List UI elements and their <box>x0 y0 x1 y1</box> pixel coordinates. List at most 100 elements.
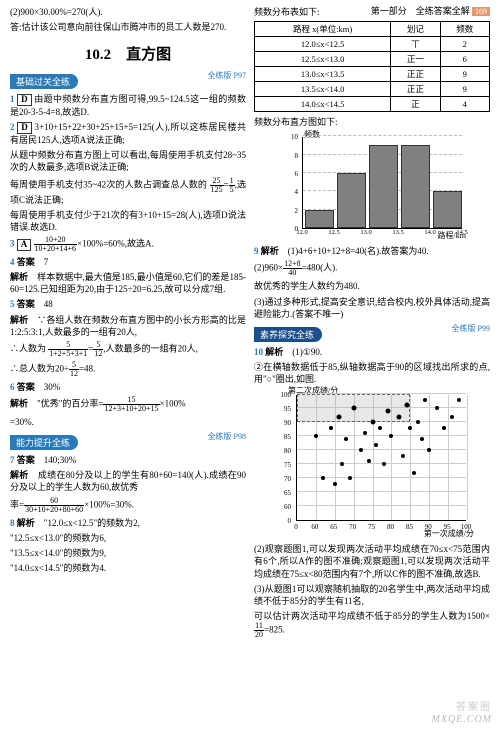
hist-xtick: 12.0 <box>296 229 307 236</box>
q2-l3: 每周使用手机支付35~42次的人数占调查总人数的 25125=15,选项C说法正… <box>10 177 246 206</box>
hist-xtick: 14.0 <box>424 229 435 236</box>
scatter-plot: 第二次成绩/分 06065707580859095100 06065707580… <box>272 389 472 539</box>
page-number: 169 <box>472 7 490 16</box>
q6-ans: 30% <box>44 382 61 392</box>
table-row: 12.5≤x<13.0正一6 <box>255 52 490 67</box>
scatter-ytick: 80 <box>284 447 291 455</box>
q5-exp2: ∴人数为 51+2+5+3+1=512,人数最多的一组有20人, <box>10 341 246 358</box>
pageref-c: 全练版 P99 <box>452 323 490 334</box>
pageref-a: 全练版 P97 <box>208 70 246 81</box>
q4: 4 答案 7 <box>10 256 246 268</box>
scatter-xtick: 75 <box>368 523 375 531</box>
q7-ans: 140;30% <box>44 455 77 465</box>
intro-line2: 答:估计该公司意向前往保山市腾冲市的员工人数是270. <box>10 21 246 33</box>
scatter-point <box>374 443 378 447</box>
q7: 7 答案 140;30% <box>10 454 246 466</box>
q6-exp: 解析 "优秀"的百分率=1512+3+10+20+15×100% <box>10 396 246 413</box>
pageref-b: 全练版 P98 <box>208 431 246 442</box>
q5-exp1: 解析 ∵各组人数在频数分布直方图中的小长方形高的比是1:2:5:3:1,人数最多… <box>10 314 246 338</box>
scatter-ytick: 70 <box>284 475 291 483</box>
scatter-ytick: 85 <box>284 433 291 441</box>
scatter-point <box>348 476 352 480</box>
scatter-point <box>427 448 431 452</box>
table-header: 路程 x(单位:km) <box>255 22 391 37</box>
scatter-point <box>420 437 424 441</box>
watermark-text: 答案圈 <box>456 698 492 713</box>
hist-xtick: 13.0 <box>360 229 371 236</box>
table-header: 划记 <box>391 22 440 37</box>
q4-ans: 7 <box>44 257 49 267</box>
scatter-xtick: 60 <box>311 523 318 531</box>
scatter-point <box>333 482 337 486</box>
intro-line1: (2)900×30.00%=270(人). <box>10 6 246 18</box>
scatter-point <box>321 476 325 480</box>
scatter-point <box>435 406 439 410</box>
q8: 8 解析 "12.0≤x<12.5"的频数为2, <box>10 517 246 529</box>
q5: 5 答案 48 <box>10 298 246 310</box>
scatter-point <box>329 426 333 430</box>
scatter-point <box>450 415 454 419</box>
right-column: 频数分布表如下: 路程 x(单位:km)划记频数 12.0≤x<12.5丅212… <box>250 4 494 729</box>
q10-p3: 可以估计两次活动平均成绩不低于85分的学生人数为1500×1120=825. <box>254 610 490 639</box>
q3-num: 3 <box>10 239 15 249</box>
q2-l4: 每周使用手机支付少于21次的有3+10+15=28(人),选项D说法错误.故选D… <box>10 209 246 233</box>
scatter-xtitle: 第一次成绩/分 <box>424 528 474 539</box>
q10: 10 解析 (1)①90. <box>254 346 490 358</box>
q7-num: 7 <box>10 455 15 465</box>
scatter-circled-point <box>370 420 375 425</box>
scatter-point <box>367 459 371 463</box>
scatter-point <box>457 398 461 402</box>
scatter-circled-point <box>397 414 402 419</box>
scatter-circled-point <box>404 403 409 408</box>
table-row: 14.0≤x<14.5正4 <box>255 97 490 112</box>
hist-ytick: 6 <box>295 170 299 178</box>
q2-l1: 3+10+15+22+30+25+15+5=125(人),所以这栋居民楼共有居民… <box>10 122 246 145</box>
hist-xlabel: 路程/km <box>438 230 466 241</box>
scatter-point <box>359 448 363 452</box>
hist-xtick: 12.5 <box>328 229 339 236</box>
q5-ans: 48 <box>44 299 53 309</box>
hist-ytick: 4 <box>295 188 299 196</box>
histogram: 频数 0246810 12.012.513.013.514.014.5 路程/k… <box>282 131 462 241</box>
tag-basic: 基础过关全练 <box>10 74 78 89</box>
scatter-point <box>408 426 412 430</box>
scatter-ytick: 90 <box>284 419 291 427</box>
scatter-xtick: 0 <box>294 523 298 531</box>
watermark-url: MXQE.COM <box>432 714 493 725</box>
hist-ytick: 2 <box>295 207 299 215</box>
scatter-ytick: 60 <box>284 503 291 511</box>
q10-l2: ②在横轴数据低于85,纵轴数据高于90的区域找出所求的点,用"○"圈出,如图. <box>254 361 490 385</box>
tag-explore: 素养探究全练 <box>254 327 322 342</box>
q3: 3 A 10+2010+20+14+6×100%=60%,故选A. <box>10 236 246 253</box>
q6-num: 6 <box>10 382 15 392</box>
hist-ytick: 8 <box>295 152 299 160</box>
q2-num: 2 <box>10 122 15 132</box>
q2-l2: 从题中频数分布直方图上可以看出,每周使用手机支付28~35次的人数最多,选项B说… <box>10 149 246 173</box>
scatter-xtick: 70 <box>349 523 356 531</box>
q9: 9 解析 (1)4+6+10+12+8=40(名).故答案为40. <box>254 245 490 257</box>
q5-exp3: ∴总人数为20÷512=48. <box>10 361 246 378</box>
scatter-point <box>423 398 427 402</box>
q9-num: 9 <box>254 246 259 256</box>
hist-bar <box>401 145 430 228</box>
scatter-point <box>340 462 344 466</box>
scatter-ytick: 75 <box>284 461 291 469</box>
q7-exp: 解析 成绩在80分及以上的学生有80+60=140(人).成绩在90分及以上的学… <box>10 469 246 493</box>
scatter-xtick: 65 <box>330 523 337 531</box>
scatter-xtick: 85 <box>406 523 413 531</box>
q8-num: 8 <box>10 518 15 528</box>
q1-num: 1 <box>10 94 15 104</box>
q1-text: 由题中频数分布直方图可得,99.5~124.5这一组的频数是20-3-5-4=8… <box>10 94 246 117</box>
scatter-ytick: 0 <box>288 517 292 525</box>
scatter-point <box>363 431 367 435</box>
table-row: 12.0≤x<12.5丅2 <box>255 37 490 52</box>
hist-bar <box>337 173 366 228</box>
scatter-point <box>382 462 386 466</box>
scatter-point <box>314 434 318 438</box>
left-column: (2)900×30.00%=270(人). 答:估计该公司意向前往保山市腾冲市的… <box>6 4 250 729</box>
section-title: 10.2 直方图 <box>10 43 246 64</box>
scatter-circled-point <box>385 409 390 414</box>
table-row: 13.0≤x<13.5正正9 <box>255 67 490 82</box>
part-label: 第一部分 全练答案全解 <box>371 6 470 16</box>
q2: 2 D 3+10+15+22+30+25+15+5=125(人),所以这栋居民楼… <box>10 121 246 146</box>
